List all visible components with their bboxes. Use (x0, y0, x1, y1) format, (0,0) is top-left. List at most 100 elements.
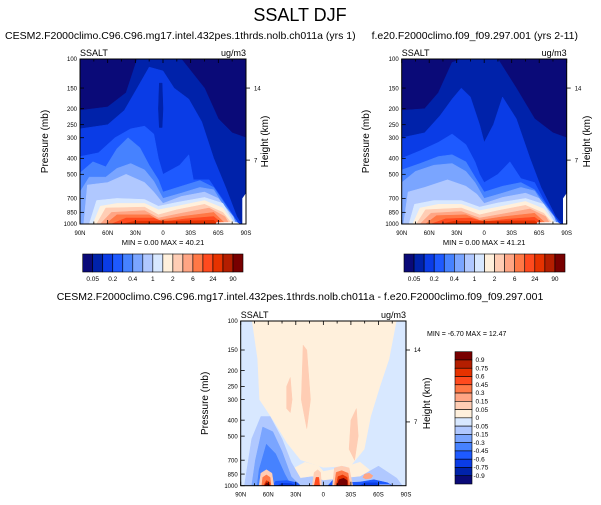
colorbar-box (454, 417, 473, 427)
y-right-axis-label: Height (km) (260, 116, 271, 168)
x-tick-label: 60S (213, 231, 224, 237)
colorbar-label: 2 (493, 276, 497, 283)
colorbar-label: -0.15 (474, 432, 489, 439)
figure-title: SSALT DJF (253, 5, 346, 25)
colorbar-label: -0.6 (474, 456, 486, 463)
min-max-label: MIN = 0.00 MAX = 41.21 (443, 238, 526, 247)
colorbar-box (454, 425, 473, 435)
colorbar-label: 24 (209, 276, 217, 283)
colorbar-label: 0.45 (476, 382, 489, 389)
colorbar-box (102, 253, 114, 273)
colorbar-box (443, 253, 455, 273)
y-tick-label: 700 (67, 197, 78, 203)
y-tick-label: 700 (228, 458, 239, 464)
contour-band (359, 482, 381, 486)
y-right-tick-label: 14 (414, 348, 421, 354)
colorbar-box (524, 253, 536, 273)
colorbar-box (132, 253, 144, 273)
colorbar-box (212, 253, 224, 273)
colorbar-box (142, 253, 154, 273)
colorbar-box (413, 253, 425, 273)
colorbar-label: 0.6 (476, 374, 485, 381)
colorbar-box (82, 253, 94, 273)
colorbar-box (152, 253, 164, 273)
y-axis-label: Pressure (mb) (200, 372, 211, 435)
contour-band (348, 408, 359, 461)
contour-field (401, 59, 567, 224)
x-tick-label: 60N (424, 231, 435, 237)
contour-band (313, 477, 320, 486)
contour-band (286, 377, 293, 413)
colorbar-label: 6 (191, 276, 195, 283)
colorbar-box (514, 253, 526, 273)
colorbar-box (403, 253, 415, 273)
colorbar-label: 90 (229, 276, 237, 283)
units-label: ug/m3 (542, 48, 567, 58)
contour-plot-2: f.e20.F2000climo.f09_f09.297.001 (yrs 2-… (361, 30, 593, 283)
colorbar-box (454, 409, 473, 419)
colorbar-label: 0.75 (476, 365, 489, 372)
y-tick-label: 150 (228, 348, 239, 354)
y-tick-label: 100 (228, 319, 239, 325)
colorbar-box (454, 475, 473, 485)
y-tick-label: 200 (228, 369, 239, 375)
y-tick-label: 200 (389, 107, 400, 113)
contour-field (80, 59, 246, 224)
colorbar-label: 1 (151, 276, 155, 283)
y-tick-label: 250 (67, 123, 78, 129)
colorbar-box (454, 442, 473, 452)
colorbar-label: -0.3 (474, 440, 486, 447)
contour-band (563, 193, 567, 224)
y-tick-label: 300 (389, 136, 400, 142)
colorbar-label: 0.9 (476, 357, 485, 364)
colorbar-box (122, 253, 134, 273)
x-tick-label: 90S (561, 231, 572, 237)
y-tick-label: 500 (228, 434, 239, 440)
y-right-tick-label: 14 (575, 86, 582, 92)
plot-title: CESM2.F2000climo.C96.C96.mg17.intel.432p… (57, 291, 544, 303)
y-tick-label: 150 (67, 86, 78, 92)
x-tick-label: 30S (346, 493, 357, 499)
y-tick-label: 1000 (224, 484, 238, 490)
contour-plot-3: CESM2.F2000climo.C96.C96.mg17.intel.432p… (57, 291, 544, 499)
colorbar-box (454, 392, 473, 402)
colorbar-label: 0.4 (450, 276, 459, 283)
colorbar-label: -0.05 (474, 423, 489, 430)
x-tick-label: 30N (290, 493, 301, 499)
colorbar-label: 0.2 (430, 276, 439, 283)
colorbar-box (484, 253, 495, 273)
colorbar-box (92, 253, 104, 273)
colorbar-label: 0.4 (128, 276, 137, 283)
colorbar: 0.90.75 0.60.450.3 0.150.050-0.05 -0.15-0.3… (454, 351, 489, 485)
y-tick-label: 1000 (385, 222, 399, 228)
contour-band (121, 220, 219, 224)
units-label: ug/m3 (221, 48, 246, 58)
colorbar-box (454, 458, 473, 468)
variable-label: SSALT (80, 48, 108, 58)
contour-band (301, 344, 311, 429)
y-tick-label: 100 (67, 57, 78, 63)
y-tick-label: 850 (67, 211, 78, 217)
colorbar-box (454, 376, 473, 386)
colorbar-box (454, 359, 473, 369)
y-tick-label: 250 (389, 123, 400, 129)
colorbar-label: 0.05 (86, 276, 99, 283)
y-tick-label: 300 (67, 136, 78, 142)
y-tick-label: 400 (228, 418, 239, 424)
colorbar-box (474, 253, 485, 273)
colorbar-label: -0.45 (474, 448, 489, 455)
colorbar-box (454, 434, 473, 443)
y-tick-label: 850 (389, 211, 400, 217)
colorbar-box (464, 253, 475, 273)
plot-title: CESM2.F2000climo.C96.C96.mg17.intel.432p… (5, 30, 356, 42)
colorbar-box (454, 351, 473, 361)
colorbar-box (454, 467, 473, 477)
x-tick-label: 30N (451, 231, 462, 237)
y-axis-label: Pressure (mb) (361, 110, 372, 173)
y-tick-label: 500 (67, 173, 78, 179)
colorbar-box (423, 253, 435, 273)
y-tick-label: 400 (389, 157, 400, 163)
colorbar-box (222, 253, 234, 273)
x-tick-label: 90S (401, 493, 412, 499)
